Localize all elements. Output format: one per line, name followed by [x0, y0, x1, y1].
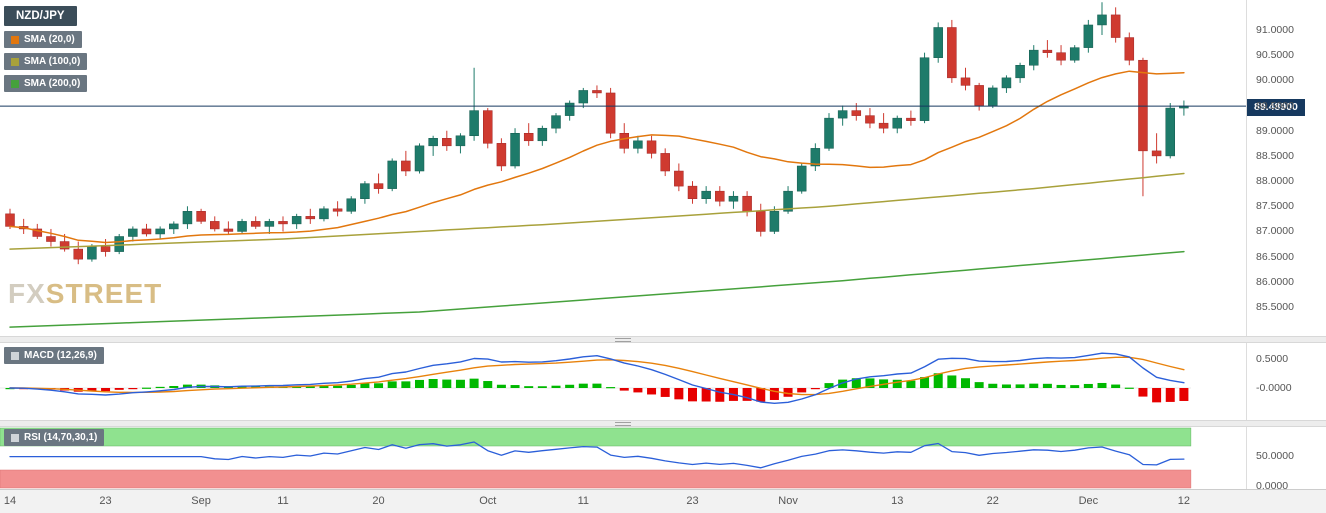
divider-grip-icon — [615, 422, 631, 426]
time-axis-label: 11 — [277, 495, 289, 507]
panel-divider[interactable] — [0, 420, 1326, 427]
price-pane — [0, 2, 1246, 328]
rsi-pane — [0, 427, 1192, 489]
time-axis-label: 22 — [986, 495, 999, 507]
time-axis-label: Oct — [479, 495, 497, 507]
time-axis-label: Sep — [191, 495, 211, 507]
time-axis-label: Dec — [1078, 495, 1099, 507]
macd-pane — [0, 352, 1191, 404]
panel-divider[interactable] — [0, 336, 1326, 343]
time-axis-label: 23 — [686, 495, 699, 507]
divider-grip-icon — [615, 338, 631, 342]
time-axis-label: 14 — [3, 495, 17, 507]
time-axis-label: 20 — [372, 495, 385, 507]
time-axis-label: 13 — [891, 495, 904, 507]
time-axis[interactable]: 14 23 Sep 11 20 Oct 11 23 Nov 13 22 Dec 12 — [0, 489, 1326, 513]
time-axis-label: 11 — [577, 495, 590, 507]
time-axis-label: Nov — [778, 495, 798, 507]
time-axis-label: 23 — [99, 495, 112, 507]
time-axis-label: 12 — [1177, 495, 1191, 507]
